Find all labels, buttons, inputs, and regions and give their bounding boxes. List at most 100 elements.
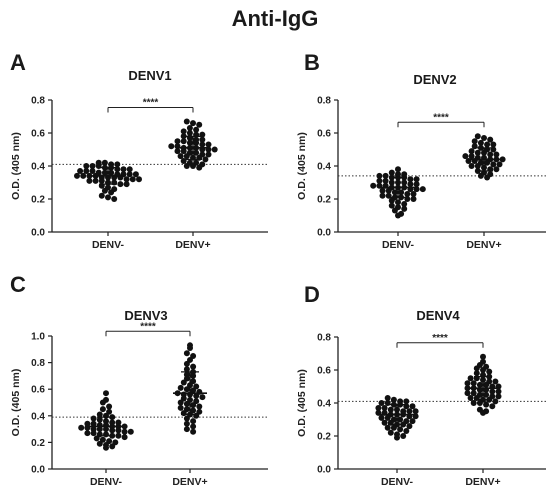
panel-denv1: A DENV1 0.0 0.2 0.4 0.6 0.8 O.D. (405 nm) DENV… [0,48,270,251]
data-point [493,151,500,158]
data-point [412,408,419,415]
data-point [484,174,491,181]
data-point [481,134,487,141]
panel-denv2: B DENV2 0.0 0.2 0.4 0.6 0.8 O.D. (405 nm) DENV… [278,48,548,251]
data-point [409,418,416,425]
data-point [476,381,483,388]
data-point [211,146,218,153]
data-point [403,398,410,405]
data-point [400,433,407,439]
data-point [470,390,477,397]
data-point [403,428,410,435]
data-point [92,177,99,184]
data-point [101,169,108,176]
data-point [177,399,184,406]
data-point [193,126,200,133]
data-point [480,409,486,416]
y-tick-label: 0.8 [31,96,45,107]
data-point [180,379,187,386]
data-point [196,121,203,128]
data-point [470,380,477,387]
data-point [388,197,395,204]
data-point [180,410,187,417]
data-point [388,179,395,186]
data-point [183,386,190,393]
data-point [78,424,85,431]
data-point [84,424,91,431]
x-tick-label: DENV+ [172,476,207,488]
data-point [126,171,133,178]
data-point [86,172,93,179]
data-point [199,141,206,148]
panel-letter: C [10,272,26,297]
data-point [398,189,405,196]
data-point [376,172,383,179]
data-point [484,159,491,166]
data-point [395,166,401,173]
data-point [77,167,84,174]
significance-label: **** [143,97,159,108]
x-tick-label: DENV- [92,239,125,251]
data-point [381,419,388,426]
data-point [187,344,193,351]
panel-title: DENV2 [413,72,457,87]
data-point [474,163,481,169]
data-point [468,163,475,169]
data-point [177,153,184,160]
data-point [90,430,97,437]
data-point [193,412,200,419]
data-point [106,403,113,410]
data-point [381,404,388,411]
scatter-plot-denv3: 0.0 0.2 0.4 0.6 0.8 1.0 O.D. (405 nm) DENV- DENV… [10,321,268,488]
data-point [382,177,389,184]
data-point [484,141,491,148]
data-point [199,394,206,401]
data-point [406,408,413,415]
data-point [129,176,136,183]
data-point [83,167,90,174]
data-point [401,179,408,186]
data-point [470,400,477,406]
y-tick-label: 0.0 [31,465,45,476]
data-point [190,372,197,379]
data-point [410,196,417,202]
y-tick-label: 1.0 [31,332,45,343]
data-point [205,141,212,148]
data-point [384,395,391,402]
y-tick-label: 0.6 [317,129,331,140]
data-point [410,191,417,198]
y-tick-label: 0.0 [317,465,331,476]
data-point [397,416,404,423]
data-point [103,390,109,397]
panel-letter: B [304,50,320,75]
data-point [467,395,474,402]
data-point [489,388,496,395]
data-point [190,120,196,127]
data-point [83,163,90,169]
y-axis-label: O.D. (405 nm) [296,132,308,200]
data-point [473,370,480,377]
data-point [391,189,398,196]
data-point [382,172,389,179]
y-tick-label: 0.4 [31,411,45,422]
data-point [93,435,100,442]
data-point [90,420,97,427]
data-point [375,404,382,411]
figure-title: Anti-IgG [231,6,319,31]
x-tick-label: DENV- [90,476,123,488]
data-point [473,365,480,372]
data-point [378,414,385,421]
y-tick-label: 0.0 [317,228,331,239]
data-point [190,402,197,409]
panel-letter: D [304,282,320,307]
data-point [407,181,414,188]
panel-title: DENV3 [124,308,168,323]
y-tick-label: 0.2 [317,195,331,206]
data-point [413,181,420,188]
y-tick-label: 0.2 [31,195,45,206]
data-point [114,161,121,168]
significance-label: **** [140,321,156,332]
data-point [379,192,386,199]
data-point [186,125,193,132]
data-point [378,400,385,406]
